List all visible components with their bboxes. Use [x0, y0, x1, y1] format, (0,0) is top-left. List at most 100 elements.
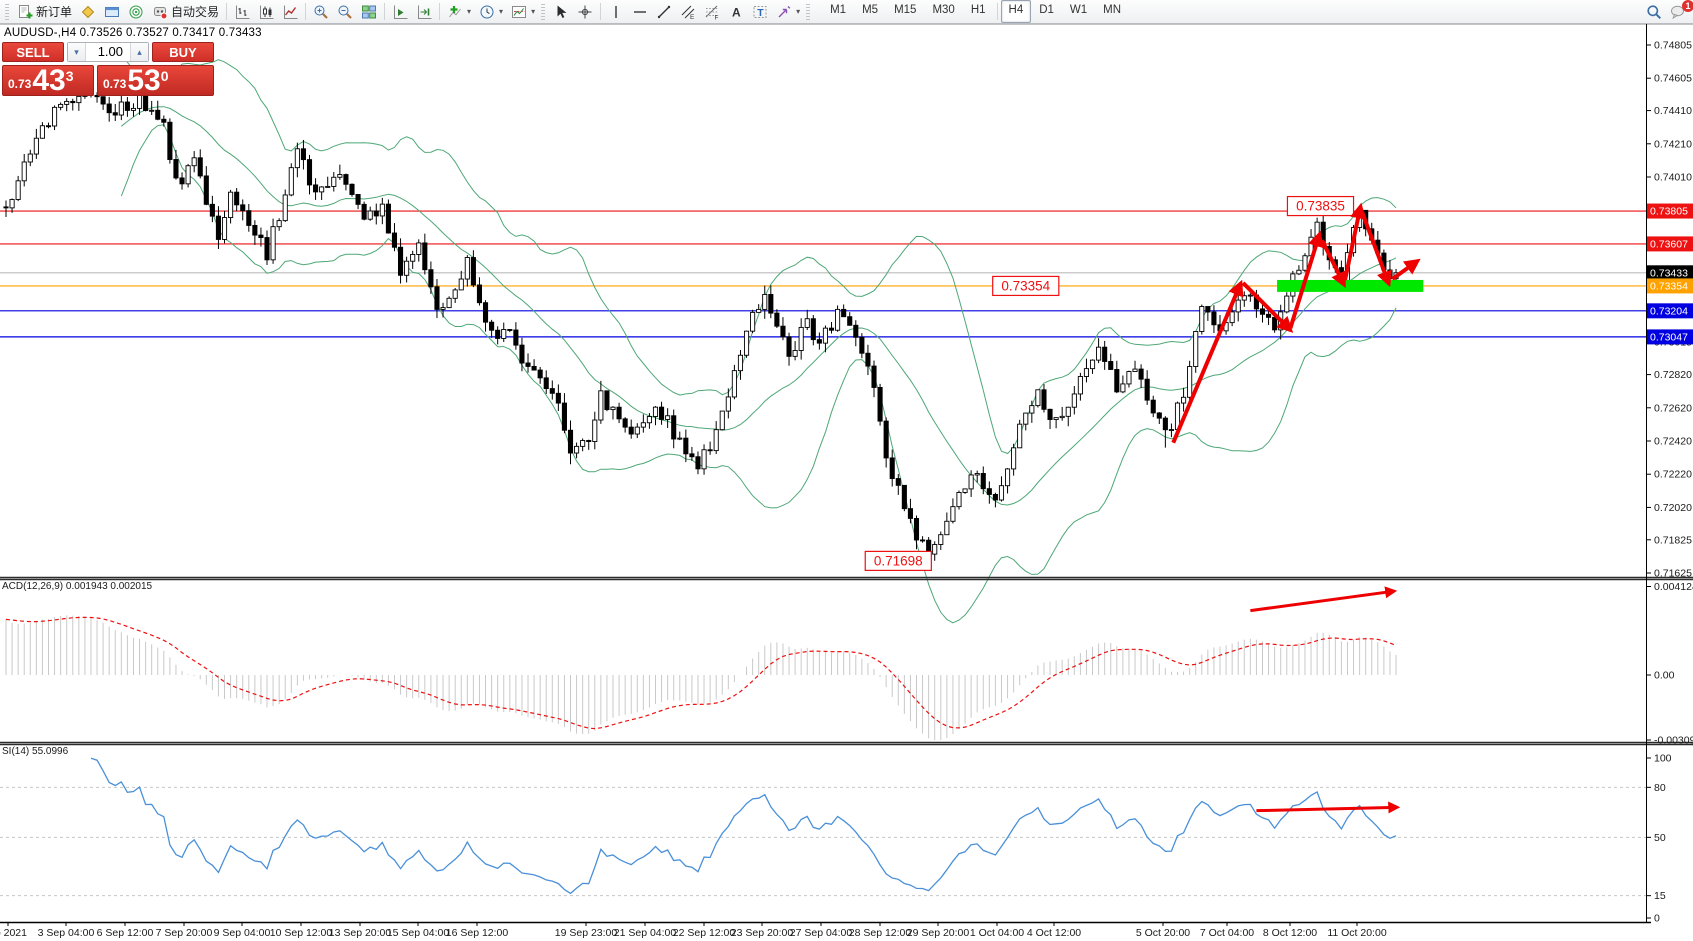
periods-button[interactable]: ▾ — [475, 2, 507, 22]
strategy-tester-button[interactable] — [124, 2, 148, 22]
crosshair-button[interactable] — [573, 2, 597, 22]
svg-text:8 Oct 12:00: 8 Oct 12:00 — [1263, 927, 1317, 939]
trend-arrows — [1171, 202, 1421, 814]
text-label-button[interactable]: T — [748, 2, 772, 22]
svg-text:3 Sep 04:00: 3 Sep 04:00 — [38, 927, 95, 939]
text-button[interactable]: A — [724, 2, 748, 22]
new-order-label: 新订单 — [36, 5, 73, 19]
svg-text:21 Sep 04:00: 21 Sep 04:00 — [614, 927, 677, 939]
volume-increase-button[interactable]: ▴ — [130, 43, 148, 61]
timeframe-w1-button[interactable]: W1 — [1069, 4, 1088, 16]
autotrading-icon — [152, 4, 168, 20]
bar-chart-button[interactable] — [230, 2, 254, 22]
timeframe-d1-button[interactable]: D1 — [1039, 4, 1054, 16]
auto-scroll-icon — [392, 4, 408, 20]
svg-text:0.71698: 0.71698 — [874, 553, 923, 568]
triangle-down-icon: ▾ — [74, 47, 79, 57]
timeframe-mn-button[interactable]: MN — [1103, 4, 1122, 16]
vertical-line-button[interactable] — [604, 2, 628, 22]
bid-price-display[interactable]: 0.73 43 3 — [2, 65, 94, 96]
new-order-button[interactable]: 新订单 — [13, 2, 76, 22]
chart-shift-button[interactable] — [412, 2, 436, 22]
toolbar-grip-handle[interactable] — [5, 3, 9, 20]
auto-scroll-button[interactable] — [388, 2, 412, 22]
candlestick-chart-button[interactable] — [254, 2, 278, 22]
svg-text:0.73354: 0.73354 — [1650, 280, 1688, 292]
time-axis: ep 2021 3 Sep 04:006 Sep 12:007 Sep 20:00… — [0, 922, 1387, 939]
svg-text:0.73354: 0.73354 — [1001, 278, 1050, 293]
svg-text:29 Sep 20:00: 29 Sep 20:00 — [907, 927, 970, 939]
tile-windows-icon — [361, 4, 377, 20]
timeframe-m15-button[interactable]: M15 — [894, 4, 917, 16]
svg-text:28 Sep 12:00: 28 Sep 12:00 — [849, 927, 912, 939]
channel-icon: E — [680, 4, 696, 20]
svg-text:0.74010: 0.74010 — [1654, 172, 1692, 184]
ask-price-point: 0 — [160, 68, 169, 84]
svg-text:0.73433: 0.73433 — [1650, 267, 1688, 279]
arrows-icon — [776, 4, 792, 20]
svg-text:0.00: 0.00 — [1654, 670, 1675, 682]
candles-series — [3, 85, 1399, 561]
toolbar-grip-handle[interactable] — [806, 3, 811, 20]
timeframe-switcher: M1 M5 M15 M30 H1 H4 D1 W1 MN — [822, 0, 1129, 23]
svg-text:0.73047: 0.73047 — [1650, 331, 1688, 343]
zoom-in-icon — [313, 4, 329, 20]
horizontal-line-button[interactable] — [628, 2, 652, 22]
search-button[interactable] — [1642, 2, 1666, 22]
chevron-down-icon: ▾ — [467, 7, 472, 16]
terminal-button[interactable] — [100, 2, 124, 22]
triangle-up-icon: ▴ — [137, 47, 142, 57]
svg-text:6 Sep 12:00: 6 Sep 12:00 — [97, 927, 154, 939]
timeframe-m1-button[interactable]: M1 — [830, 4, 847, 16]
cursor-button[interactable] — [549, 2, 573, 22]
autotrading-button[interactable]: 自动交易 — [148, 2, 223, 22]
svg-text:0.71625: 0.71625 — [1654, 568, 1692, 580]
toolbar-separator — [226, 3, 228, 20]
svg-text:0.72020: 0.72020 — [1654, 502, 1692, 514]
arrows-button[interactable]: ▾ — [772, 2, 804, 22]
line-chart-button[interactable] — [278, 2, 302, 22]
buy-button[interactable]: BUY — [152, 42, 214, 62]
timeframe-h4-button[interactable]: H4 — [1000, 0, 1032, 23]
trendline-button[interactable] — [652, 2, 676, 22]
svg-text:4 Oct 12:00: 4 Oct 12:00 — [1027, 927, 1081, 939]
zoom-in-button[interactable] — [309, 2, 333, 22]
fibonacci-icon: F — [704, 4, 720, 20]
svg-text:0.74410: 0.74410 — [1654, 105, 1692, 117]
zoom-out-button[interactable] — [333, 2, 357, 22]
svg-text:1 Oct 04:00: 1 Oct 04:00 — [970, 927, 1024, 939]
ask-price-display[interactable]: 0.73 53 0 — [97, 65, 214, 96]
main-toolbar: 新订单 自动交易 ▾ ▾ ▾ E F A T ▾ M1 M5 M15 M30 H1 H4 D1 W1 MN 1 — [0, 0, 1693, 24]
strategy-tester-icon — [128, 4, 144, 20]
svg-text:100: 100 — [1654, 753, 1672, 765]
support-zone-highlight — [1277, 279, 1424, 292]
volume-input[interactable]: 1.00 — [97, 44, 123, 59]
rsi-level-lines — [0, 786, 1646, 897]
timeframe-h1-button[interactable]: H1 — [970, 4, 986, 16]
macd-indicator-label: ACD(12,26,9) 0.001943 0.002015 — [2, 581, 153, 592]
notifications-icon — [1670, 4, 1686, 20]
zoom-out-icon — [337, 4, 353, 20]
volume-decrease-button[interactable]: ▾ — [68, 43, 86, 61]
channel-button[interactable]: E — [676, 2, 700, 22]
timeframe-m30-button[interactable]: M30 — [932, 4, 955, 16]
svg-text:0.72820: 0.72820 — [1654, 369, 1692, 381]
metaeditor-button[interactable] — [76, 2, 100, 22]
candlestick-chart-icon — [258, 4, 274, 20]
svg-text:0: 0 — [1654, 913, 1660, 925]
svg-text:0.74605: 0.74605 — [1654, 73, 1692, 85]
notifications-button[interactable]: 1 — [1666, 0, 1693, 22]
crosshair-icon — [577, 4, 593, 20]
sell-button[interactable]: SELL — [2, 42, 64, 62]
indicators-button[interactable]: ▾ — [443, 2, 475, 22]
periods-icon — [479, 4, 495, 20]
svg-text:19 Sep 23:00: 19 Sep 23:00 — [555, 927, 618, 939]
rsi-indicator-label: SI(14) 55.0996 — [2, 746, 69, 757]
templates-button[interactable]: ▾ — [507, 2, 539, 22]
toolbar-grip-handle[interactable] — [541, 3, 546, 20]
text-label-icon: T — [752, 4, 768, 20]
timeframe-m5-button[interactable]: M5 — [862, 4, 879, 16]
fibonacci-button[interactable]: F — [700, 2, 724, 22]
tile-windows-button[interactable] — [357, 2, 381, 22]
